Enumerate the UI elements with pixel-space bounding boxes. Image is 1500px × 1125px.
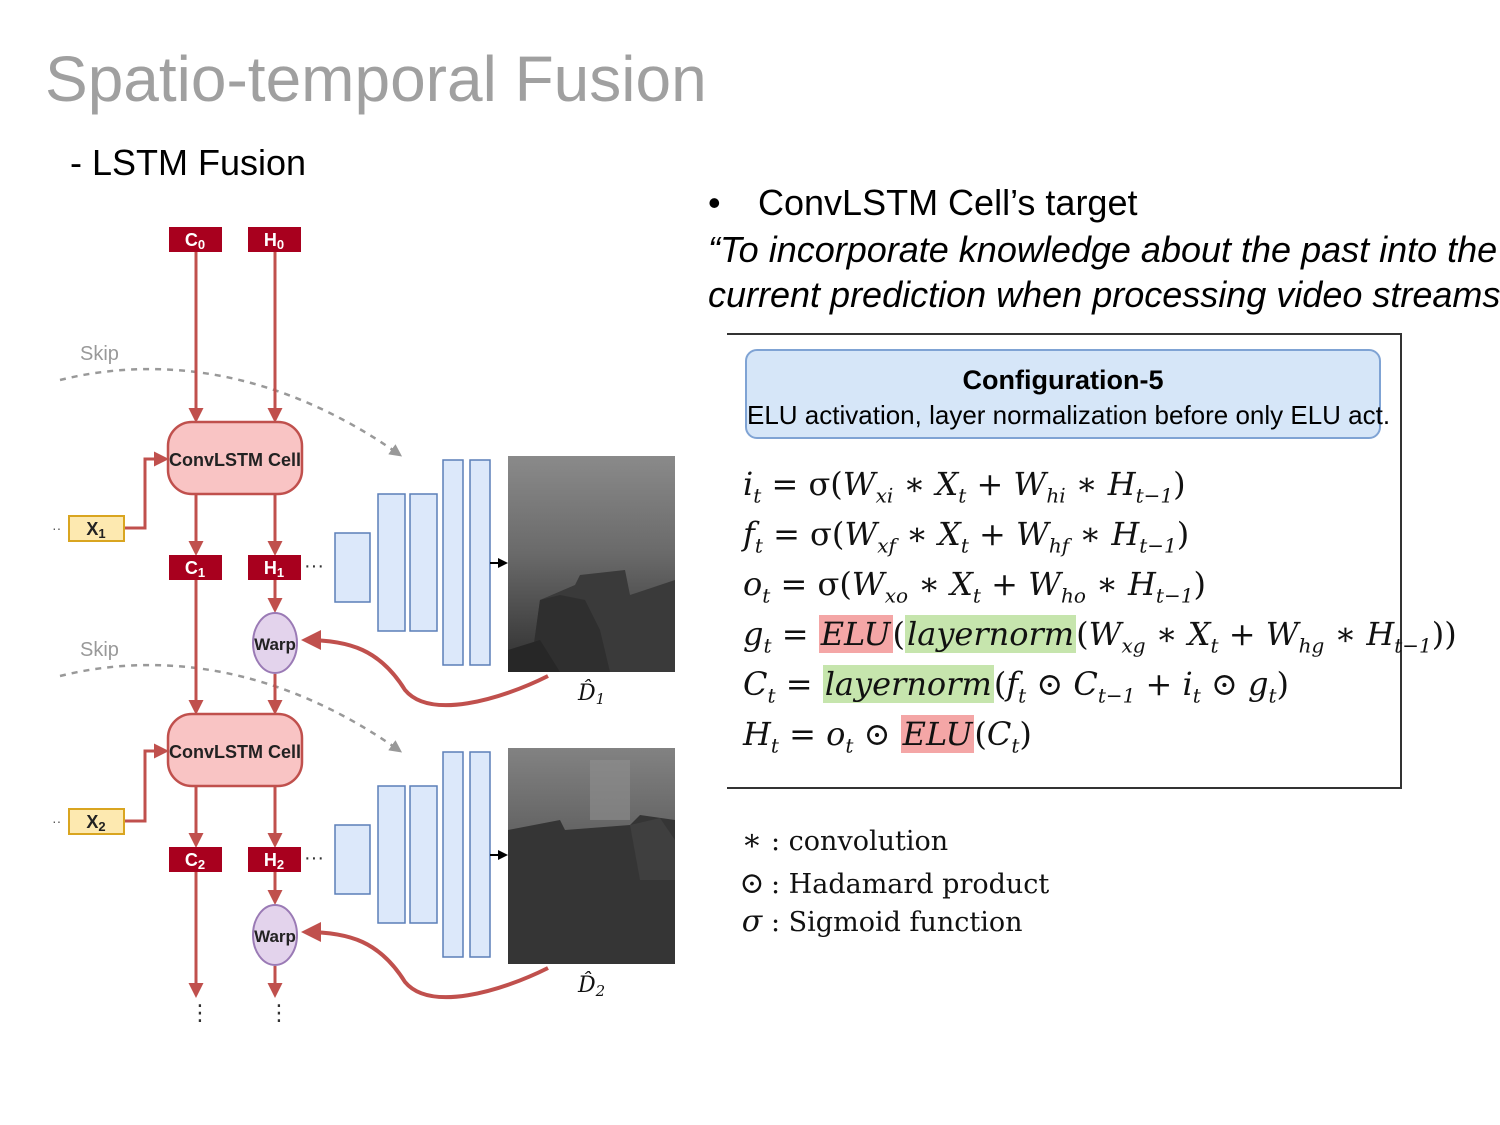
equation-cell-state: Ct = layernorm(ft ⊙ Ct−1 + it ⊙ gt) [743, 665, 1289, 708]
svg-text:··: ·· [52, 813, 61, 829]
state-c0: C0 [169, 227, 222, 252]
lstm-fusion-diagram: Skip Skip C0 H0 C1 H1 C2 H2 ·· [52, 227, 675, 1026]
sigma-symbol: σ [741, 904, 763, 939]
equation-candidate: gt = ELU(layernorm(Wxg ∗ Xt + Whg ∗ Ht−1… [743, 615, 1457, 658]
skip-arrow-2 [59, 663, 403, 753]
hadamard-symbol: ⊙ [739, 866, 765, 901]
skip-arrow-1 [59, 367, 403, 457]
convolution-symbol: ∗ [741, 823, 763, 858]
svg-text:⋮: ⋮ [268, 1001, 290, 1026]
quote-line-1: “To incorporate knowledge about the past… [708, 229, 1498, 270]
svg-text:X2: X2 [86, 812, 105, 834]
svg-text:⋮: ⋮ [189, 1001, 211, 1026]
convlstm-cell-1: ConvLSTM Cell [166, 420, 304, 496]
quote-line-2: current prediction when processing video… [708, 274, 1500, 315]
slide-title: Spatio-temporal Fusion [45, 43, 707, 115]
warp-node-2: Warp [252, 904, 298, 966]
svg-text:C1: C1 [185, 558, 205, 580]
equation-hidden-state: Ht = ot ⊙ ELU(Ct) [743, 715, 1032, 758]
config-description: ELU activation, layer normalization befo… [747, 400, 1391, 430]
state-c1: C1 [169, 555, 222, 580]
warp-node-1: Warp [252, 612, 298, 674]
svg-text:X1: X1 [86, 519, 105, 541]
svg-text:H1: H1 [264, 558, 284, 580]
equation-forget-gate: ft = σ(Wxf ∗ Xt + Whf ∗ Ht−1) [743, 515, 1190, 558]
depth-map-1 [508, 456, 675, 672]
input-x1: X1 [68, 515, 125, 542]
convlstm-cell-2: ConvLSTM Cell [166, 712, 304, 788]
svg-text:H0: H0 [264, 230, 284, 252]
legend-convolution: ∗: convolution [733, 823, 948, 858]
state-h1: H1 [248, 555, 301, 580]
bullet-item: • ConvLSTM Cell’s target [708, 182, 1137, 224]
svg-text:···: ··· [304, 847, 324, 869]
config-banner: Configuration-5 ELU activation, layer no… [745, 349, 1391, 439]
svg-text:ConvLSTM Cell: ConvLSTM Cell [169, 742, 301, 762]
state-h0: H0 [248, 227, 301, 252]
slide-subtitle: - LSTM Fusion [70, 142, 307, 183]
svg-text:Warp: Warp [254, 635, 296, 654]
depth-label-2: D̂2 [577, 972, 605, 1000]
svg-text:ConvLSTM Cell: ConvLSTM Cell [169, 450, 301, 470]
config-title: Configuration-5 [962, 365, 1164, 395]
depth-map-2 [508, 748, 675, 964]
state-h2: H2 [248, 847, 301, 872]
bullet-text: ConvLSTM Cell’s target [758, 182, 1138, 223]
svg-text:H2: H2 [264, 850, 284, 872]
depth-label-1: D̂1 [577, 680, 605, 708]
svg-text:Warp: Warp [254, 927, 296, 946]
decoder-layers-2 [334, 751, 508, 958]
legend-hadamard: ⊙: Hadamard product [733, 866, 1049, 901]
skip-label-1: Skip [80, 343, 119, 365]
state-c2: C2 [169, 847, 222, 872]
legend-sigmoid: σ: Sigmoid function [733, 904, 1023, 939]
bullet-marker: • [708, 182, 721, 223]
svg-text:···: ··· [304, 555, 324, 577]
input-x2: X2 [68, 808, 125, 835]
equation-input-gate: it = σ(Wxi ∗ Xt + Whi ∗ Ht−1) [743, 465, 1186, 508]
equation-output-gate: ot = σ(Wxo ∗ Xt + Who ∗ Ht−1) [743, 565, 1206, 608]
decoder-layers-1 [334, 459, 508, 666]
svg-text:C0: C0 [185, 230, 205, 252]
target-quote: “To incorporate knowledge about the past… [708, 227, 1500, 317]
equation-panel: Configuration-5 ELU activation, layer no… [727, 333, 1457, 789]
svg-text:··: ·· [52, 520, 61, 536]
skip-label-2: Skip [80, 639, 119, 661]
svg-text:C2: C2 [185, 850, 205, 872]
